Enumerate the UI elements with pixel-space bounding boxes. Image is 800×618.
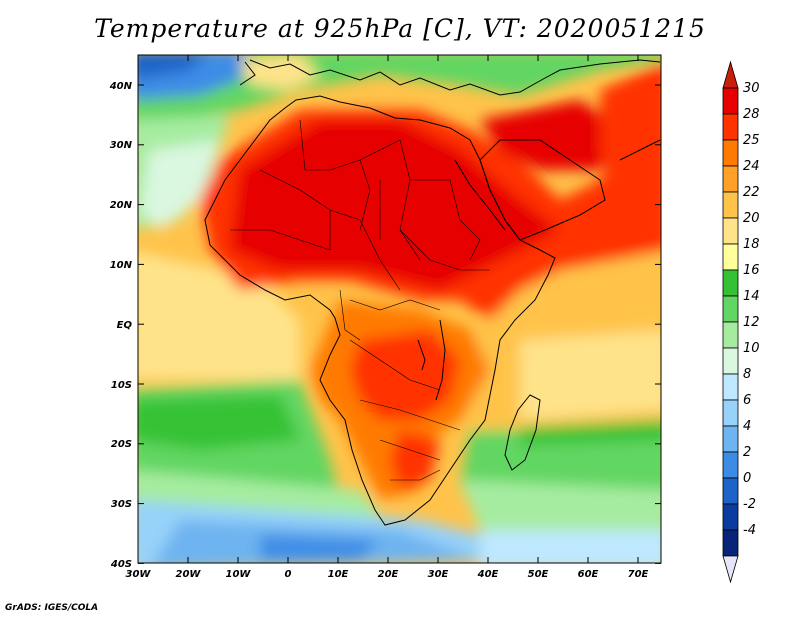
colorbar-swatch bbox=[722, 87, 739, 115]
colorbar-label-0: 0 bbox=[743, 471, 751, 486]
colorbar-top-arrow bbox=[722, 60, 739, 89]
colorbar-swatch bbox=[722, 347, 739, 375]
lat-label-30s: 30S bbox=[111, 499, 132, 510]
colorbar-bottom-arrow bbox=[722, 555, 739, 584]
colorbar-label-30: 30 bbox=[743, 81, 760, 96]
colorbar-swatch bbox=[722, 165, 739, 193]
colorbar-label-4: 4 bbox=[743, 419, 751, 434]
colorbar-swatch bbox=[722, 321, 739, 349]
longitude-labels: 30W 20W 10W 0 10E 20E 30E 40E 50E 60E 70… bbox=[126, 569, 649, 580]
lon-label-70e: 70E bbox=[628, 569, 649, 580]
lat-label-30n: 30N bbox=[110, 140, 133, 151]
axis-ticks bbox=[137, 55, 661, 564]
lat-label-10s: 10S bbox=[111, 380, 132, 391]
lat-label-20s: 20S bbox=[111, 439, 132, 450]
colorbar-swatch bbox=[722, 529, 739, 557]
lat-label-40n: 40N bbox=[109, 81, 133, 92]
colorbar-swatch bbox=[722, 139, 739, 167]
colorbar-label-10: 10 bbox=[743, 341, 760, 356]
colorbar-swatch bbox=[722, 477, 739, 505]
colorbar-swatch bbox=[722, 451, 739, 479]
colorbar-swatch bbox=[722, 373, 739, 401]
colorbar-swatch bbox=[722, 113, 739, 141]
lat-label-eq: EQ bbox=[117, 320, 133, 331]
lat-label-20n: 20N bbox=[110, 200, 133, 211]
coastlines bbox=[204, 59, 661, 526]
colorbar-label-14: 14 bbox=[743, 289, 760, 304]
colorbar-label-minus2: -2 bbox=[743, 497, 756, 512]
lon-label-30w: 30W bbox=[126, 569, 152, 580]
colorbar-label-6: 6 bbox=[743, 393, 751, 408]
lon-label-10w: 10W bbox=[226, 569, 252, 580]
lon-label-10e: 10E bbox=[328, 569, 349, 580]
chart-title: Temperature at 925hPa [C], VT: 202005121… bbox=[94, 14, 706, 43]
footer-credit: GrADS: IGES/COLA bbox=[5, 603, 99, 613]
colorbar-swatch bbox=[722, 503, 739, 531]
colorbar-label-28: 28 bbox=[743, 107, 760, 122]
colorbar-swatch bbox=[722, 295, 739, 323]
colorbar-swatch bbox=[722, 269, 739, 297]
lat-label-10n: 10N bbox=[110, 260, 133, 271]
colorbar-label-8: 8 bbox=[743, 367, 751, 382]
colorbar-swatch bbox=[722, 191, 739, 219]
lon-label-0: 0 bbox=[285, 569, 292, 580]
colorbar-label-25: 25 bbox=[743, 133, 760, 148]
map-frame bbox=[137, 54, 662, 564]
temperature-field bbox=[138, 55, 661, 563]
colorbar-label-20: 20 bbox=[743, 211, 760, 226]
colorbar-label-22: 22 bbox=[743, 185, 760, 200]
colorbar-label-24: 24 bbox=[743, 159, 760, 174]
lon-label-50e: 50E bbox=[528, 569, 549, 580]
colorbar-label-12: 12 bbox=[743, 315, 760, 330]
country-borders bbox=[230, 119, 490, 481]
lon-label-40e: 40E bbox=[477, 569, 499, 580]
colorbar-label-16: 16 bbox=[743, 263, 760, 278]
lon-label-30e: 30E bbox=[428, 569, 449, 580]
lat-label-40s: 40S bbox=[110, 559, 132, 570]
latitude-labels: 40N 30N 20N 10N EQ 10S 20S 30S 40S bbox=[109, 81, 133, 570]
colorbar-labels: 30 28 25 24 22 20 18 16 14 12 10 8 6 4 2… bbox=[743, 81, 760, 538]
lon-label-20e: 20E bbox=[378, 569, 399, 580]
lon-label-60e: 60E bbox=[578, 569, 599, 580]
colorbar-swatch bbox=[722, 217, 739, 245]
colorbar-label-2: 2 bbox=[743, 445, 751, 460]
colorbar-label-18: 18 bbox=[743, 237, 760, 252]
colorbar-label-minus4: -4 bbox=[743, 523, 756, 538]
colorbar-swatch bbox=[722, 243, 739, 271]
colorbar-swatch bbox=[722, 425, 739, 453]
colorbar-swatch bbox=[722, 399, 739, 427]
colorbar bbox=[722, 60, 739, 584]
lon-label-20w: 20W bbox=[176, 569, 202, 580]
